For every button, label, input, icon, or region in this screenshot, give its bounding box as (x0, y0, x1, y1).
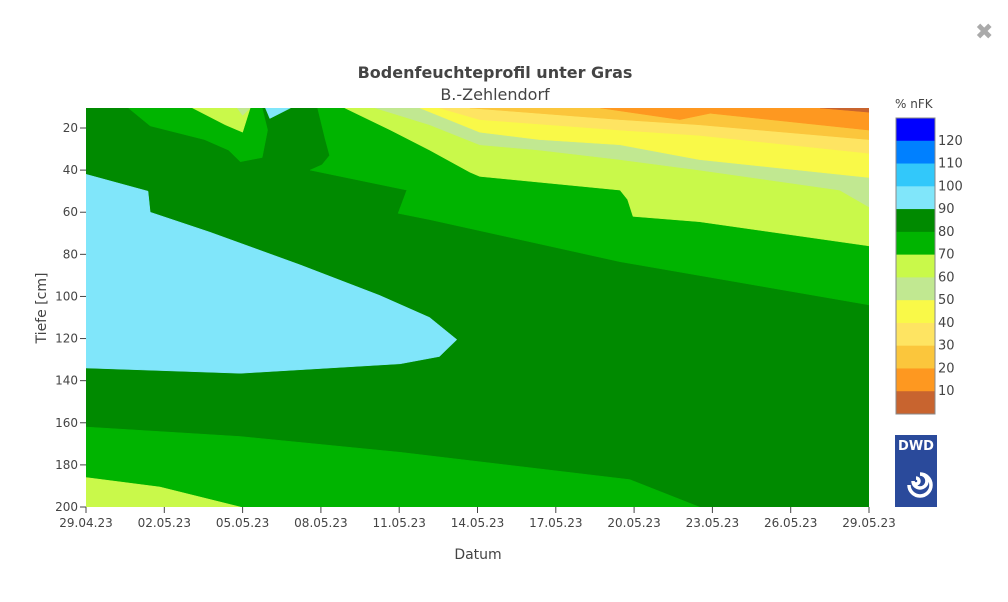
chart-title: Bodenfeuchteprofil unter Gras (358, 63, 633, 82)
x-tick-label: 17.05.23 (529, 516, 582, 530)
colorbar-tick-label: 30 (938, 339, 955, 354)
y-tick-label: 20 (63, 121, 78, 135)
x-tick-label: 29.05.23 (842, 516, 895, 530)
x-tick-label: 26.05.23 (764, 516, 817, 530)
plot-area (86, 108, 869, 507)
x-tick-label: 20.05.23 (607, 516, 660, 530)
contour-region-90-100 (265, 108, 291, 119)
colorbar-tick-label: 110 (938, 157, 963, 172)
y-tick-label: 160 (55, 416, 78, 430)
contour-region-10-20 (600, 108, 869, 131)
dwd-logo: DWD (895, 435, 937, 507)
svg-text:DWD: DWD (898, 439, 934, 454)
colorbar-tick-label: 40 (938, 316, 955, 331)
colorbar-tick-label: 20 (938, 361, 955, 376)
y-tick-label: 60 (63, 205, 78, 219)
colorbar-tick-label: 10 (938, 384, 955, 399)
y-axis-label: Tiefe [cm] (34, 273, 50, 345)
y-tick-label: 100 (55, 289, 78, 303)
colorbar-band (896, 322, 935, 347)
y-tick-label: 180 (55, 458, 78, 472)
colorbar: 120 110 100 90 80 70 60 50 40 30 20 10 (895, 117, 963, 415)
contour-region-0-10 (819, 108, 869, 113)
colorbar-band (896, 345, 935, 369)
y-axis: 20 40 60 80 100 120 140 160 180 200 (55, 121, 86, 514)
colorbar-tick-label: 70 (938, 248, 955, 263)
contour-region-70-80 (86, 426, 700, 507)
contour-region-90-100 (86, 174, 458, 374)
colorbar-tick-label: 120 (938, 134, 963, 149)
y-tick-label: 200 (55, 500, 78, 514)
y-tick-label: 140 (55, 374, 78, 388)
colorbar-band (896, 391, 935, 415)
colorbar-tick-label: 100 (938, 179, 963, 194)
colorbar-band (896, 300, 935, 324)
colorbar-border (895, 117, 936, 415)
colorbar-tick-label: 90 (938, 202, 955, 217)
colorbar-tick-label: 50 (938, 293, 955, 308)
x-tick-label: 11.05.23 (372, 516, 425, 530)
colorbar-band (896, 186, 935, 210)
colorbar-tick-label: 80 (938, 225, 955, 240)
colorbar-band (896, 277, 935, 301)
colorbar-band (896, 140, 935, 165)
y-tick-label: 40 (63, 163, 78, 177)
x-tick-label: 02.05.23 (138, 516, 191, 530)
x-tick-label: 23.05.23 (686, 516, 739, 530)
contour-region-60-70 (86, 477, 241, 507)
colorbar-band (896, 231, 935, 256)
close-icon[interactable]: ✖ (975, 20, 994, 45)
x-tick-label: 29.04.23 (59, 516, 112, 530)
contour-region-60-70 (192, 108, 251, 133)
colorbar-band (896, 209, 935, 233)
colorbar-band (896, 254, 935, 278)
y-tick-label: 120 (55, 332, 78, 346)
colorbar-tick-label: 60 (938, 270, 955, 285)
x-axis: 29.04.23 02.05.23 05.05.23 08.05.23 11.05.23… (59, 507, 896, 530)
x-tick-label: 08.05.23 (294, 516, 347, 530)
chart-subtitle: B.-Zehlendorf (440, 85, 550, 104)
x-tick-label: 14.05.23 (451, 516, 504, 530)
colorbar-band (896, 118, 935, 142)
x-axis-label: Datum (454, 547, 501, 563)
colorbar-band (896, 163, 935, 187)
colorbar-band (896, 368, 935, 392)
colorbar-title: % nFK (895, 97, 934, 111)
contour-region-50-60 (236, 108, 251, 116)
x-tick-label: 05.05.23 (216, 516, 269, 530)
y-tick-label: 80 (63, 247, 78, 261)
